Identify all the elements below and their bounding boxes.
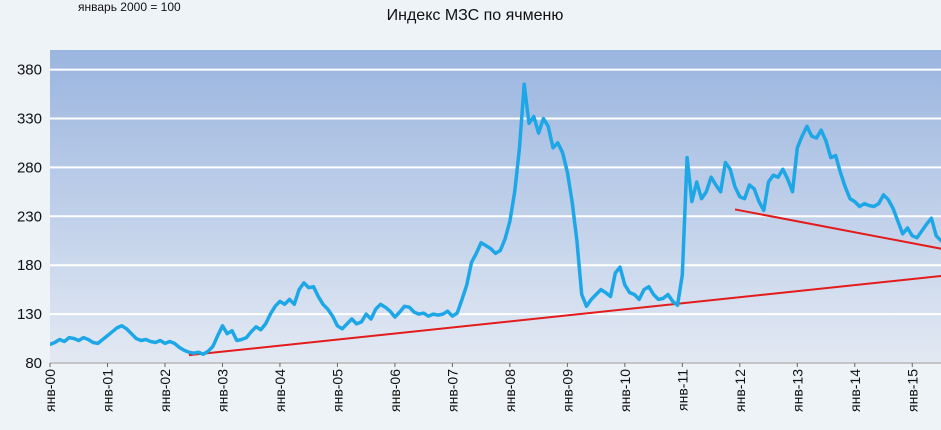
x-tick-label: янв-07	[444, 369, 460, 412]
y-tick-label: 230	[17, 208, 42, 225]
x-tick-label: янв-14	[847, 369, 863, 412]
grid-lines	[50, 68, 941, 364]
x-tick-label: янв-09	[559, 369, 575, 412]
x-tick-label: янв-03	[214, 369, 230, 412]
x-tick-label: янв-12	[732, 369, 748, 412]
trendlines	[188, 208, 941, 357]
x-tick-label: янв-01	[99, 369, 115, 412]
plot-area	[50, 50, 941, 363]
chart-title: Индекс МЗС по ячменю	[387, 7, 564, 24]
x-tick-label: янв-13	[789, 369, 805, 412]
y-tick-label: 130	[17, 306, 42, 323]
y-tick-label: 380	[17, 62, 42, 79]
x-tick-label: янв-11	[674, 369, 690, 411]
trendline	[734, 208, 941, 250]
x-tick-label: янв-08	[502, 369, 518, 412]
unit-note: январь 2000 = 100	[78, 0, 181, 14]
x-tick-label: янв-05	[329, 369, 345, 412]
x-tick-label: янв-10	[617, 369, 633, 412]
series-line	[50, 82, 941, 356]
x-axis: янв-00 янв-01 янв-02 янв-03 янв-04 янв-05 янв-…	[42, 362, 941, 412]
y-tick-label: 180	[17, 257, 42, 274]
series	[50, 82, 941, 356]
trendline	[188, 274, 941, 357]
y-axis: 80 130 180 230 280 330 380	[17, 62, 42, 372]
x-tick-label: янв-04	[272, 369, 288, 412]
y-tick-label: 80	[25, 355, 42, 372]
x-tick-label: янв-15	[904, 369, 920, 412]
x-tick-label: янв-00	[42, 369, 58, 412]
x-tick-label: янв-02	[157, 369, 173, 412]
y-tick-label: 330	[17, 110, 42, 127]
y-tick-label: 280	[17, 159, 42, 176]
x-tick-label: янв-06	[387, 369, 403, 412]
